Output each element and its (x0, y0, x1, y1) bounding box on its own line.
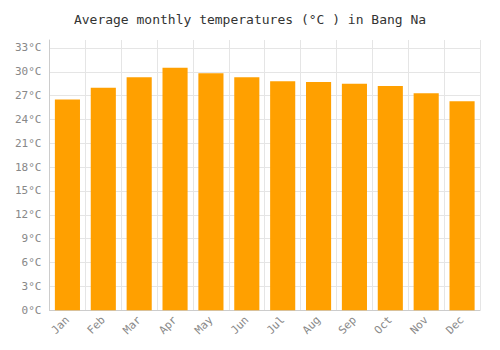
svg-text:Aug: Aug (300, 314, 323, 337)
svg-text:30°C: 30°C (15, 65, 42, 78)
svg-text:Jan: Jan (49, 314, 72, 337)
svg-text:Feb: Feb (85, 314, 108, 337)
svg-text:May: May (192, 313, 215, 336)
svg-text:18°C: 18°C (15, 161, 42, 174)
svg-text:21°C: 21°C (15, 137, 42, 150)
svg-text:Mar: Mar (121, 313, 144, 336)
svg-text:Average monthly temperatures (: Average monthly temperatures (°C ) in Ba… (74, 12, 426, 27)
svg-text:24°C: 24°C (15, 113, 42, 126)
svg-text:12°C: 12°C (15, 208, 42, 221)
svg-text:Nov: Nov (408, 313, 431, 336)
svg-text:27°C: 27°C (15, 89, 42, 102)
svg-text:33°C: 33°C (15, 41, 42, 54)
svg-text:9°C: 9°C (22, 232, 42, 245)
svg-text:Sep: Sep (336, 314, 359, 337)
svg-text:Dec: Dec (443, 314, 466, 337)
svg-text:Apr: Apr (156, 313, 179, 336)
svg-text:6°C: 6°C (22, 256, 42, 269)
svg-text:3°C: 3°C (22, 280, 42, 293)
svg-text:Jun: Jun (228, 314, 251, 337)
svg-text:15°C: 15°C (15, 184, 42, 197)
svg-text:0°C: 0°C (22, 304, 42, 317)
svg-text:Oct: Oct (372, 314, 395, 337)
svg-text:Jul: Jul (264, 314, 287, 337)
